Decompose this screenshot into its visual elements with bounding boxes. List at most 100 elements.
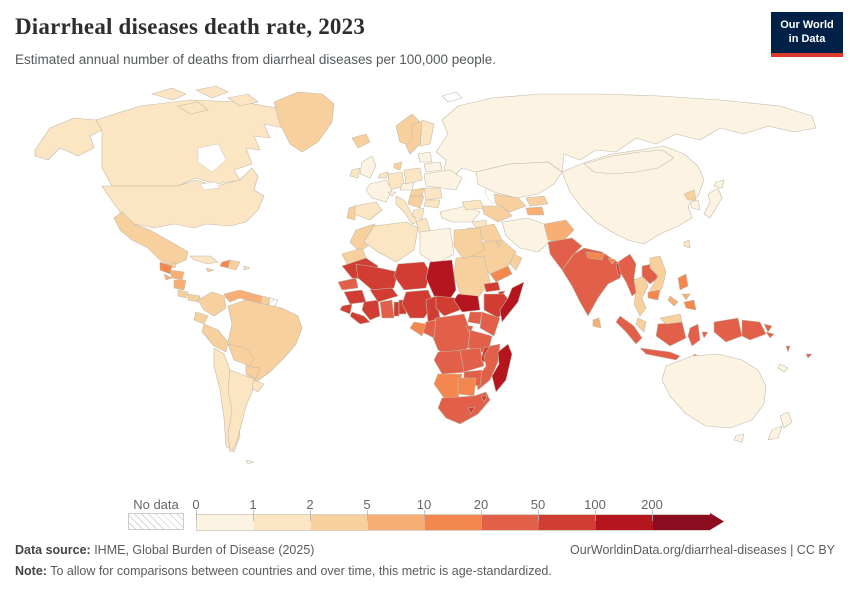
country-nigeria[interactable] [401,289,435,319]
country-ireland[interactable] [349,167,361,179]
country-niger[interactable] [393,261,431,291]
country-puerto-rico[interactable] [243,265,251,271]
country-brazil[interactable] [227,299,303,383]
country-vanuatu[interactable] [785,345,791,353]
country-philippines-visayas[interactable] [681,293,691,301]
country-dominican-republic[interactable] [227,259,241,271]
country-portugal[interactable] [346,205,356,221]
country-mali[interactable] [355,263,399,291]
country-japan[interactable] [703,187,723,219]
country-yemen[interactable] [489,265,513,283]
country-new-zealand-south[interactable] [767,425,783,441]
legend-no-data[interactable]: No data [128,497,184,530]
country-kenya[interactable] [479,311,501,337]
country-canada[interactable] [95,99,299,187]
country-bhutan[interactable] [607,257,617,265]
country-italy[interactable] [395,195,419,225]
country-zambia[interactable] [459,347,485,373]
country-belarus[interactable] [423,161,443,173]
country-uk[interactable] [359,155,377,179]
country-vietnam[interactable] [649,255,667,301]
country-fiji[interactable] [805,353,813,359]
country-ukraine[interactable] [423,169,463,191]
country-japan-hokkaido[interactable] [713,179,725,189]
country-greenland[interactable] [273,91,335,153]
country-guatemala[interactable] [159,261,173,275]
country-north-korea[interactable] [683,189,697,201]
country-eswatini[interactable] [480,395,488,403]
country-indonesia-papua[interactable] [713,317,743,343]
country-sudan[interactable] [453,255,491,299]
country-indonesia-java[interactable] [639,347,681,361]
country-solomon-islands[interactable] [765,331,775,339]
country-cuba[interactable] [189,255,219,265]
country-panama[interactable] [187,293,201,303]
country-uruguay[interactable] [251,379,265,393]
country-spain[interactable] [353,201,383,221]
country-uganda[interactable] [467,311,483,325]
country-el-salvador[interactable] [163,273,173,281]
country-somalia[interactable] [499,281,525,323]
country-new-britain[interactable] [763,323,773,333]
owid-logo[interactable]: Our World in Data [771,12,843,57]
country-oman[interactable] [509,253,523,271]
country-switzerland[interactable] [387,191,397,197]
country-malaysia-borneo[interactable] [659,313,683,325]
legend-bin-3[interactable] [311,514,368,531]
country-tajikistan[interactable] [525,206,545,216]
country-iran[interactable] [501,217,553,253]
country-pakistan[interactable] [547,237,583,271]
country-alaska[interactable] [34,117,103,161]
country-mozambique[interactable] [475,343,501,391]
country-lesotho[interactable] [467,406,476,415]
country-jamaica[interactable] [205,267,215,273]
country-central-african-republic[interactable] [435,295,461,317]
legend-bin-4[interactable] [368,514,425,531]
country-romania[interactable] [423,187,443,201]
country-philippines-mindanao[interactable] [683,299,697,311]
country-ecuador[interactable] [193,311,209,325]
country-malaysia-peninsula[interactable] [635,317,647,333]
country-eritrea[interactable] [483,281,501,293]
country-finland[interactable] [419,119,435,147]
country-kazakhstan[interactable] [475,161,563,199]
country-south-africa[interactable] [437,391,491,425]
owid-url-link[interactable]: OurWorldinData.org/diarrheal-diseases [570,543,787,557]
legend-no-data-swatch[interactable] [128,513,184,530]
legend-bin-7[interactable] [539,514,596,531]
country-gabon[interactable] [409,321,427,337]
country-botswana[interactable] [457,377,477,397]
country-kuwait[interactable] [495,241,503,248]
country-tasmania[interactable] [733,433,745,443]
country-sierra-leone[interactable] [339,303,353,315]
country-india[interactable] [561,247,625,317]
country-falklands[interactable] [245,459,255,465]
country-venezuela[interactable] [223,289,255,303]
country-thailand[interactable] [633,275,649,317]
country-taiwan[interactable] [683,239,691,249]
country-new-zealand-north[interactable] [779,411,793,429]
country-ghana[interactable] [379,299,395,319]
country-algeria[interactable] [363,221,419,263]
country-arctic-island[interactable] [177,101,209,115]
license-label[interactable]: CC BY [796,543,835,557]
country-uzbekistan[interactable] [493,193,527,213]
legend-bin-5[interactable] [425,514,482,531]
legend-bin-1[interactable] [196,514,254,531]
country-arctic-island[interactable] [195,85,229,99]
country-madagascar[interactable] [491,343,513,393]
country-baltics[interactable] [417,151,433,163]
country-paraguay[interactable] [245,365,261,379]
country-egypt[interactable] [453,227,485,261]
country-mexico[interactable] [113,211,189,267]
country-togo[interactable] [393,301,400,317]
country-kyrgyzstan[interactable] [525,195,549,207]
country-philippines-palawan[interactable] [667,295,679,307]
legend-bin-6[interactable] [482,514,539,531]
country-denmark[interactable] [393,161,403,171]
country-tunisia[interactable] [415,217,431,235]
country-bolivia[interactable] [227,343,255,367]
country-argentina[interactable] [227,369,257,453]
country-costa-rica[interactable] [177,289,189,299]
country-france[interactable] [365,179,393,203]
